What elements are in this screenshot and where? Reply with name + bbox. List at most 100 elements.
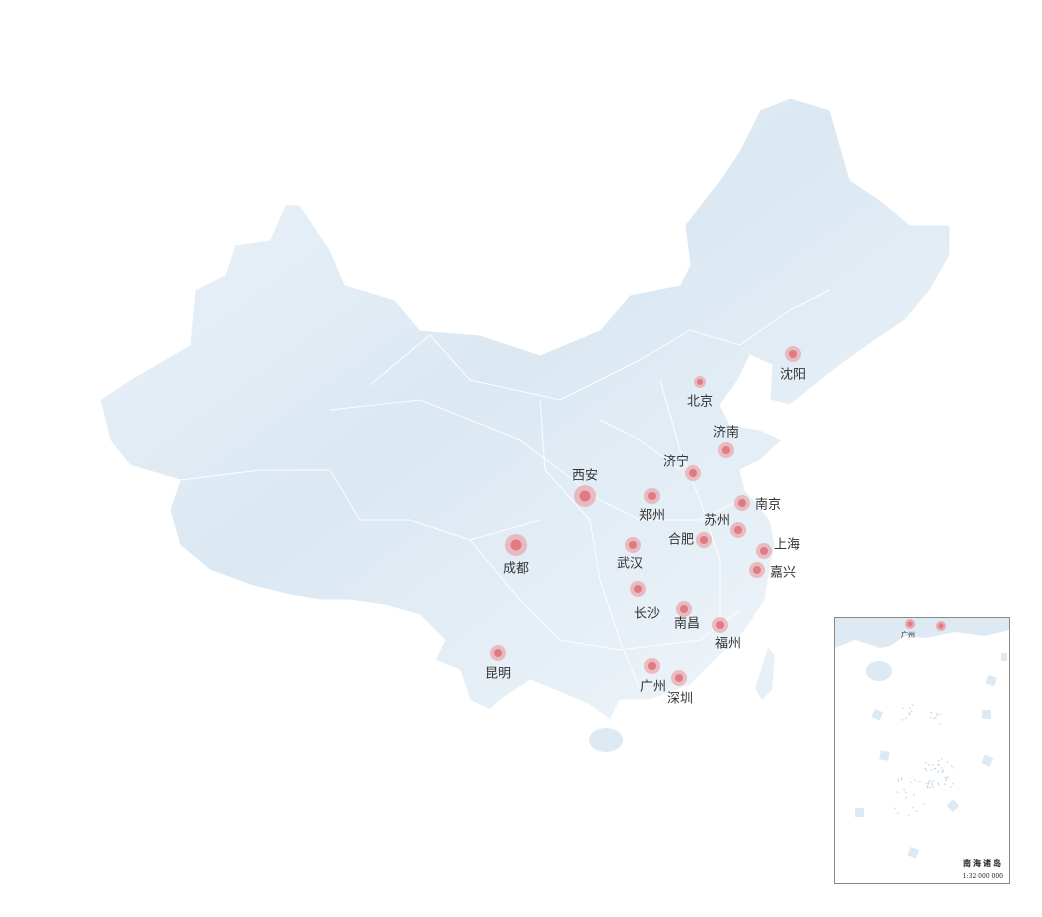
city-marker[interactable] xyxy=(579,490,591,502)
taiwan-island xyxy=(755,648,775,700)
city-label: 嘉兴 xyxy=(769,565,797,581)
city-marker[interactable] xyxy=(680,605,688,613)
city-marker[interactable] xyxy=(734,526,742,534)
inset-island-dot xyxy=(915,810,918,813)
city-label: 武汉 xyxy=(616,556,644,572)
inset-city-label: 广州 xyxy=(901,631,915,639)
inset-island-dot xyxy=(945,778,948,780)
inset-island-dot xyxy=(926,786,929,789)
inset-island-dot xyxy=(946,776,949,779)
city-marker[interactable] xyxy=(738,499,746,507)
inset-island-dot xyxy=(929,786,931,789)
inset-island-dot xyxy=(929,716,932,719)
city-marker[interactable] xyxy=(648,492,656,500)
inset-island-dot xyxy=(940,767,943,769)
city-label: 昆明 xyxy=(484,666,512,682)
inset-island-dot xyxy=(932,764,934,766)
inset-island-dot xyxy=(924,767,927,770)
inset-island-dot xyxy=(940,757,943,760)
inset-island-dot xyxy=(951,765,953,767)
south-china-sea-inset: 广州 南海诸岛 1:32 000 000 xyxy=(834,617,1010,884)
inset-dotted-islands xyxy=(894,704,955,817)
inset-island-dot xyxy=(900,778,903,781)
city-marker[interactable] xyxy=(634,585,642,593)
city-label: 沈阳 xyxy=(779,367,807,383)
inset-island-dot xyxy=(903,789,906,791)
inset-coastline xyxy=(835,618,1009,648)
inset-scale: 1:32 000 000 xyxy=(962,873,1003,880)
inset-island-dot xyxy=(932,785,934,788)
city-marker[interactable] xyxy=(648,662,656,670)
inset-island-dot xyxy=(897,812,899,815)
inset-island-dot xyxy=(902,707,904,710)
inset-marker xyxy=(907,621,913,627)
mainland-shape xyxy=(99,97,951,721)
inset-island-dot xyxy=(925,782,928,785)
inset-island-dot xyxy=(936,714,938,717)
city-label: 北京 xyxy=(686,394,714,410)
inset-marker xyxy=(938,623,944,629)
inset-map xyxy=(835,618,1009,859)
city-marker[interactable] xyxy=(789,350,797,358)
inset-island-dot xyxy=(941,771,944,773)
inset-island-dot xyxy=(925,769,928,772)
inset-island-dot xyxy=(913,793,915,796)
inset-island-dot xyxy=(908,712,910,714)
city-marker[interactable] xyxy=(629,541,637,549)
city-label: 成都 xyxy=(502,561,530,577)
inset-island-dot xyxy=(927,780,930,783)
city-marker[interactable] xyxy=(494,649,502,657)
inset-island-dot xyxy=(910,710,913,713)
province-borders xyxy=(179,289,831,691)
inset-island-dot xyxy=(919,780,921,783)
inset-island-dot xyxy=(933,767,936,770)
inset-island-dot xyxy=(930,711,932,714)
hainan-island xyxy=(589,728,623,752)
inset-island-markers xyxy=(855,653,1007,859)
inset-island-dot xyxy=(924,761,927,764)
inset-island-dot xyxy=(912,704,914,707)
inset-island-dot xyxy=(905,796,907,799)
city-label: 南京 xyxy=(754,497,782,513)
inset-island-dot xyxy=(933,717,935,720)
city-marker[interactable] xyxy=(689,469,697,477)
inset-island-dot xyxy=(944,776,947,779)
inset-island-dot xyxy=(928,763,930,766)
inset-island-dot xyxy=(937,772,939,774)
inset-island-dot xyxy=(897,778,900,780)
inset-island-dot xyxy=(939,722,942,725)
inset-island-dot xyxy=(922,802,925,805)
city-label: 长沙 xyxy=(633,606,661,622)
city-marker[interactable] xyxy=(722,446,730,454)
inset-island-dot xyxy=(907,814,910,817)
inset-island-dot xyxy=(931,782,933,784)
inset-island-dot xyxy=(926,784,929,787)
inset-island-dot xyxy=(912,806,914,809)
inset-island-dot xyxy=(952,783,954,785)
inset-island-dot xyxy=(944,783,946,785)
city-label: 深圳 xyxy=(666,691,694,707)
city-label: 福州 xyxy=(714,636,742,652)
city-label: 郑州 xyxy=(638,508,666,524)
city-label: 济南 xyxy=(712,425,740,441)
city-marker[interactable] xyxy=(510,539,522,551)
inset-island-dot xyxy=(900,777,903,779)
city-marker[interactable] xyxy=(700,536,708,544)
city-label: 西安 xyxy=(571,468,599,484)
inset-island-dot xyxy=(896,791,899,794)
city-marker[interactable] xyxy=(697,379,703,385)
city-marker[interactable] xyxy=(753,566,761,574)
inset-island-dot xyxy=(936,713,938,715)
inset-island-dot xyxy=(944,779,947,781)
inset-island-dot xyxy=(946,761,949,763)
inset-island-dot xyxy=(897,779,900,782)
inset-island-dot xyxy=(949,786,952,788)
city-label: 济宁 xyxy=(662,454,690,470)
city-label: 上海 xyxy=(773,537,801,553)
inset-island-dot xyxy=(894,807,897,810)
city-marker[interactable] xyxy=(760,547,768,555)
inset-island-dot xyxy=(904,791,907,794)
city-marker[interactable] xyxy=(675,674,683,682)
city-marker[interactable] xyxy=(716,621,724,629)
